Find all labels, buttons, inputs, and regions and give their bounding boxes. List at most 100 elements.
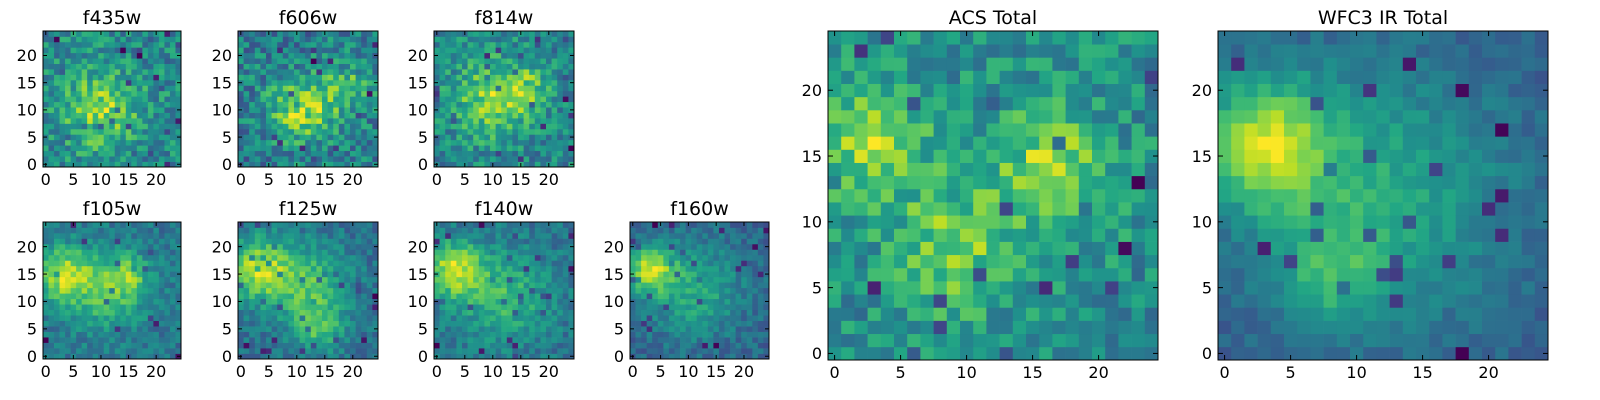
heatmap-cell: [529, 52, 536, 59]
heatmap-cell: [960, 294, 974, 308]
heatmap-cell: [169, 47, 176, 54]
heatmap-cell: [361, 337, 368, 343]
heatmap-cell: [445, 260, 452, 267]
heatmap-cell: [445, 265, 452, 272]
heatmap-cell: [158, 74, 165, 81]
heatmap-cell: [260, 47, 267, 54]
heatmap-cell: [70, 331, 77, 338]
heatmap-cell: [125, 128, 132, 135]
heatmap-cell: [344, 298, 351, 305]
heatmap-cell: [696, 276, 703, 283]
heatmap-cell: [973, 320, 987, 335]
heatmap-cell: [568, 123, 575, 130]
heatmap-cell: [361, 134, 368, 141]
heatmap-cell: [473, 293, 480, 300]
heatmap-cell: [271, 90, 278, 97]
heatmap-cell: [828, 162, 842, 177]
heatmap-cell: [495, 304, 502, 311]
heatmap-cell: [316, 287, 323, 294]
heatmap-cell: [646, 260, 653, 267]
heatmap-cell: [299, 320, 306, 327]
heatmap-cell: [158, 123, 165, 130]
heatmap-cell: [473, 150, 480, 157]
heatmap-cell: [490, 337, 496, 343]
y-tick-label: 0: [222, 347, 232, 366]
heatmap-cell: [70, 101, 77, 108]
x-tick-label: 10: [483, 362, 503, 381]
heatmap-cell: [668, 238, 675, 245]
heatmap-cell: [540, 348, 547, 354]
heatmap-cell: [243, 282, 250, 289]
heatmap-cell: [327, 298, 334, 305]
heatmap-cell: [243, 139, 250, 146]
heatmap-cell: [125, 96, 132, 103]
heatmap-cell: [260, 31, 267, 37]
heatmap-cell: [473, 342, 480, 349]
heatmap-cell: [322, 238, 328, 245]
heatmap-cell: [696, 353, 703, 360]
heatmap-cell: [730, 276, 736, 283]
heatmap-cell: [120, 63, 127, 70]
heatmap-cell: [506, 260, 513, 267]
heatmap-cell: [350, 123, 356, 130]
heatmap-cell: [65, 31, 71, 37]
heatmap-cell: [131, 41, 138, 48]
heatmap-cell: [512, 79, 519, 86]
heatmap-cell: [1144, 333, 1159, 348]
heatmap-cell: [294, 85, 300, 92]
heatmap-cell: [445, 304, 452, 311]
heatmap-cell: [562, 58, 569, 64]
heatmap-cell: [445, 52, 452, 59]
heatmap-cell: [147, 134, 154, 141]
heatmap-cell: [557, 348, 564, 354]
heatmap-cell: [641, 348, 648, 354]
heatmap-cell: [467, 156, 474, 162]
heatmap-cell: [746, 309, 753, 316]
heatmap-cell: [338, 134, 345, 141]
heatmap-cell: [445, 315, 452, 321]
heatmap-cell: [702, 326, 709, 332]
heatmap-cell: [114, 238, 121, 245]
heatmap-cell: [322, 315, 328, 321]
heatmap-cell: [114, 320, 121, 327]
heatmap-cell: [757, 331, 764, 338]
heatmap-cell: [534, 156, 541, 162]
heatmap-cell: [730, 304, 736, 311]
heatmap-cell: [518, 265, 524, 272]
heatmap-cell: [333, 36, 340, 43]
heatmap-cell: [1092, 333, 1106, 348]
heatmap-cell: [120, 227, 127, 234]
heatmap-cell: [450, 282, 457, 289]
heatmap-cell: [92, 282, 99, 289]
heatmap-cell: [1131, 215, 1146, 229]
heatmap-cell: [338, 243, 345, 250]
heatmap-cell: [87, 353, 94, 360]
heatmap-cell: [131, 118, 138, 124]
heatmap-cell: [338, 156, 345, 162]
heatmap-cell: [238, 320, 244, 327]
heatmap-cell: [630, 315, 636, 321]
heatmap-cell: [490, 90, 496, 97]
heatmap-cell: [506, 90, 513, 97]
heatmap-cell: [333, 249, 340, 256]
heatmap-cell: [158, 52, 165, 59]
heatmap-cell: [512, 304, 519, 311]
heatmap-cell: [294, 293, 300, 300]
heatmap-cell: [114, 353, 121, 360]
heatmap-cell: [557, 331, 564, 338]
heatmap-cell: [350, 348, 356, 354]
heatmap-cell: [310, 337, 317, 343]
heatmap-cell: [746, 265, 753, 272]
heatmap-cell: [1065, 228, 1080, 242]
heatmap-cell: [473, 260, 480, 267]
heatmap-cell: [495, 145, 502, 152]
heatmap-cell: [445, 287, 452, 294]
heatmap-cell: [663, 293, 670, 300]
heatmap-cell: [98, 265, 105, 272]
heatmap-cell: [355, 238, 362, 245]
heatmap-cell: [310, 232, 317, 239]
heatmap-cell: [65, 41, 71, 48]
heatmap-cell: [372, 227, 379, 234]
heatmap-cell: [501, 249, 508, 256]
heatmap-cell: [254, 134, 261, 141]
